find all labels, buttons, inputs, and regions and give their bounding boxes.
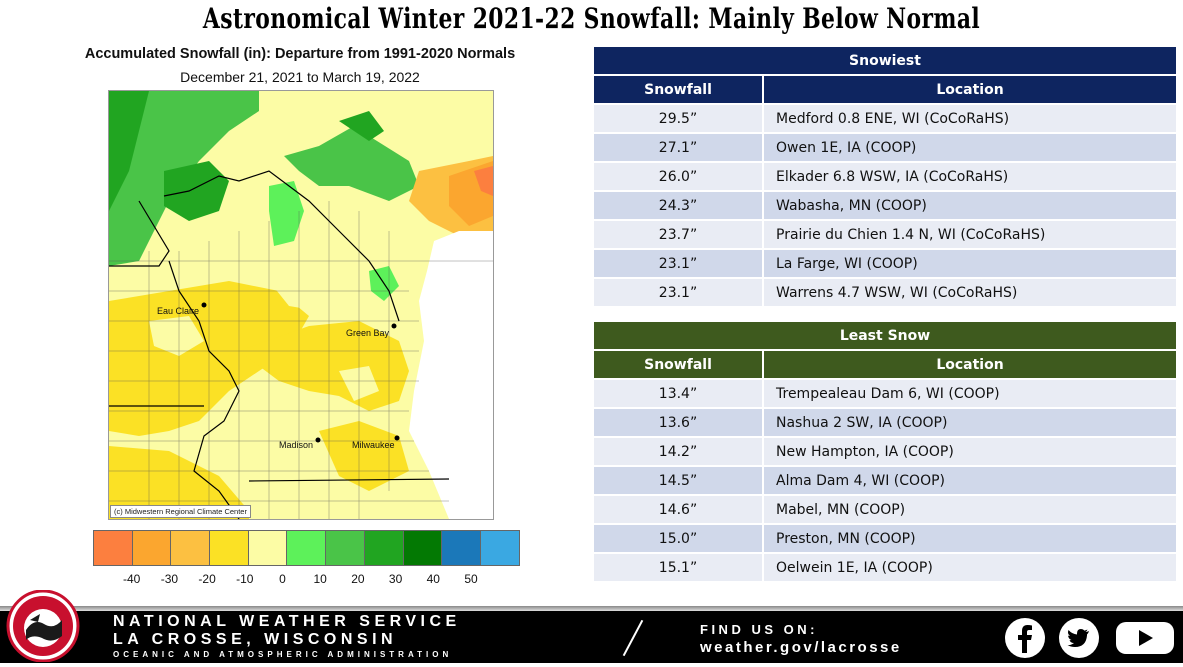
table-row: 23.1” La Farge, WI (COOP) — [594, 250, 1176, 277]
legend-tick-label: 40 — [426, 572, 440, 586]
legend-swatch — [403, 531, 443, 565]
snowfall-departure-map: Eau Claire Green Bay Madison Milwaukee — [108, 90, 494, 520]
snowfall-value: 23.1” — [594, 279, 764, 306]
table-row: 14.6” Mabel, MN (COOP) — [594, 496, 1176, 523]
legend-tick-label: -20 — [198, 572, 216, 586]
snowfall-value: 27.1” — [594, 134, 764, 161]
location-name: Preston, MN (COOP) — [764, 525, 1176, 552]
snowfall-value: 29.5” — [594, 105, 764, 132]
map-title: Accumulated Snowfall (in): Departure fro… — [84, 46, 516, 62]
find-us-label: FIND US ON: — [700, 622, 818, 637]
snowfall-value: 23.7” — [594, 221, 764, 248]
legend-swatch — [442, 531, 481, 565]
location-name: La Farge, WI (COOP) — [764, 250, 1176, 277]
col-location: Location — [764, 351, 1176, 378]
city-label-green-bay: Green Bay — [346, 328, 390, 338]
city-label-eau-claire: Eau Claire — [157, 306, 200, 316]
least-column-headers: Snowfall Location — [594, 351, 1176, 378]
table-row: 24.3” Wabasha, MN (COOP) — [594, 192, 1176, 219]
map-graphic — [109, 91, 493, 519]
legend-swatch — [171, 531, 211, 565]
legend-tick-label: -10 — [236, 572, 254, 586]
table-row: 14.5” Alma Dam 4, WI (COOP) — [594, 467, 1176, 494]
snowiest-table: Snowiest Snowfall Location 29.5” Medford … — [594, 45, 1176, 308]
location-name: Warrens 4.7 WSW, WI (CoCoRaHS) — [764, 279, 1176, 306]
table-row: 13.6” Nashua 2 SW, IA (COOP) — [594, 409, 1176, 436]
legend-tick-label: 50 — [464, 572, 478, 586]
legend-tick-label: -30 — [160, 572, 179, 586]
least-snow-table: Least Snow Snowfall Location 13.4” Trempe… — [594, 320, 1176, 583]
footer-divider — [0, 606, 1183, 611]
legend-tick-label: -40 — [123, 572, 141, 586]
city-label-milwaukee: Milwaukee — [352, 440, 395, 450]
location-name: Prairie du Chien 1.4 N, WI (CoCoRaHS) — [764, 221, 1176, 248]
table-row: 23.7” Prairie du Chien 1.4 N, WI (CoCoRaH… — [594, 221, 1176, 248]
snowfall-value: 15.0” — [594, 525, 764, 552]
table-row: 29.5” Medford 0.8 ENE, WI (CoCoRaHS) — [594, 105, 1176, 132]
location-name: Trempealeau Dam 6, WI (COOP) — [764, 380, 1176, 407]
snowfall-value: 24.3” — [594, 192, 764, 219]
snowfall-value: 13.4” — [594, 380, 764, 407]
legend-swatch — [132, 531, 172, 565]
map-credit: (c) Midwestern Regional Climate Center — [110, 505, 251, 518]
footer-bar — [0, 611, 1183, 663]
color-legend — [93, 530, 520, 566]
table-row: 13.4” Trempealeau Dam 6, WI (COOP) — [594, 380, 1176, 407]
snowfall-value: 14.5” — [594, 467, 764, 494]
snowfall-value: 14.6” — [594, 496, 764, 523]
location-name: Elkader 6.8 WSW, IA (CoCoRaHS) — [764, 163, 1176, 190]
snowiest-header: Snowiest — [594, 47, 1176, 74]
website-link[interactable]: weather.gov/lacrosse — [700, 639, 902, 656]
legend-swatch — [480, 531, 519, 565]
legend-tick-label: 20 — [351, 572, 365, 586]
legend-swatch — [364, 531, 404, 565]
snowfall-value: 14.2” — [594, 438, 764, 465]
location-name: Wabasha, MN (COOP) — [764, 192, 1176, 219]
location-name: Mabel, MN (COOP) — [764, 496, 1176, 523]
legend-tick-label: 0 — [279, 572, 286, 586]
col-snowfall: Snowfall — [594, 351, 764, 378]
snowfall-value: 26.0” — [594, 163, 764, 190]
location-name: Medford 0.8 ENE, WI (CoCoRaHS) — [764, 105, 1176, 132]
snowiest-column-headers: Snowfall Location — [594, 76, 1176, 103]
map-date-range: December 21, 2021 to March 19, 2022 — [180, 69, 420, 85]
legend-swatch — [287, 531, 327, 565]
twitter-icon[interactable] — [1058, 617, 1100, 664]
col-location: Location — [764, 76, 1176, 103]
location-name: Oelwein 1E, IA (COOP) — [764, 554, 1176, 581]
city-label-madison: Madison — [279, 440, 314, 450]
nws-org-name: NATIONAL WEATHER SERVICE — [113, 613, 461, 630]
location-name: Owen 1E, IA (COOP) — [764, 134, 1176, 161]
table-row: 27.1” Owen 1E, IA (COOP) — [594, 134, 1176, 161]
table-row: 15.1” Oelwein 1E, IA (COOP) — [594, 554, 1176, 581]
snowfall-value: 23.1” — [594, 250, 764, 277]
nws-logo — [4, 589, 82, 663]
table-row: 26.0” Elkader 6.8 WSW, IA (CoCoRaHS) — [594, 163, 1176, 190]
legend-swatch — [94, 531, 133, 565]
col-snowfall: Snowfall — [594, 76, 764, 103]
legend-swatch — [326, 531, 365, 565]
snowfall-value: 15.1” — [594, 554, 764, 581]
snowfall-value: 13.6” — [594, 409, 764, 436]
legend-swatch — [248, 531, 288, 565]
legend-tick-label: 10 — [313, 572, 327, 586]
location-name: New Hampton, IA (COOP) — [764, 438, 1176, 465]
nws-agency: OCEANIC AND ATMOSPHERIC ADMINISTRATION — [113, 650, 453, 659]
facebook-icon[interactable] — [1004, 617, 1046, 664]
page-title: Astronomical Winter 2021-22 Snowfall: Ma… — [202, 2, 981, 35]
table-row: 14.2” New Hampton, IA (COOP) — [594, 438, 1176, 465]
least-snow-header: Least Snow — [594, 322, 1176, 349]
nws-office: LA CROSSE, WISCONSIN — [113, 631, 398, 648]
table-row: 15.0” Preston, MN (COOP) — [594, 525, 1176, 552]
legend-swatch — [210, 531, 249, 565]
legend-tick-label: 30 — [388, 572, 403, 586]
location-name: Nashua 2 SW, IA (COOP) — [764, 409, 1176, 436]
location-name: Alma Dam 4, WI (COOP) — [764, 467, 1176, 494]
table-row: 23.1” Warrens 4.7 WSW, WI (CoCoRaHS) — [594, 279, 1176, 306]
youtube-icon[interactable] — [1115, 617, 1175, 664]
